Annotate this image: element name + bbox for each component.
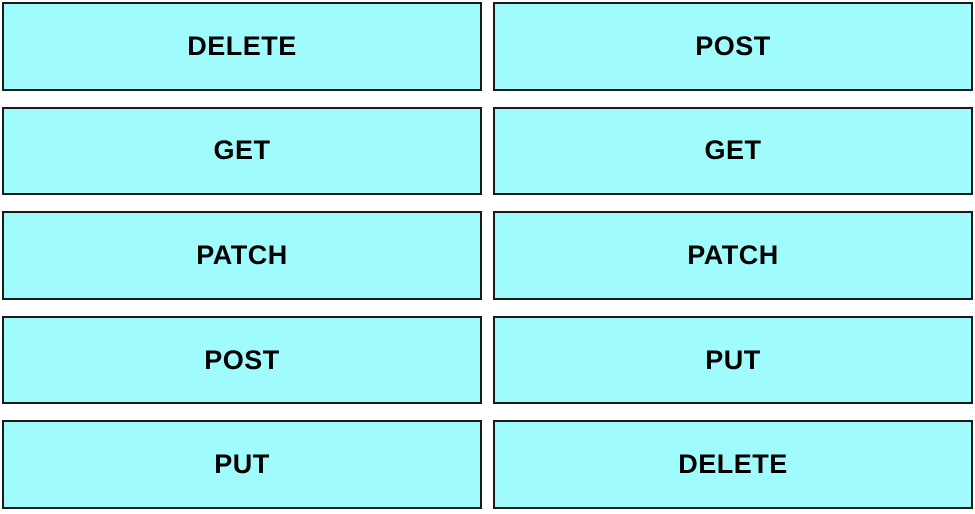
- method-tile-label: DELETE: [678, 449, 788, 480]
- method-tile-right-patch[interactable]: PATCH: [493, 211, 973, 300]
- method-tile-right-put[interactable]: PUT: [493, 315, 973, 405]
- method-tile-right-delete[interactable]: DELETE: [493, 420, 973, 509]
- method-tile-left-patch[interactable]: PATCH: [2, 211, 482, 300]
- method-tile-label: DELETE: [187, 30, 297, 61]
- method-tile-label: PATCH: [687, 239, 779, 270]
- method-tile-label: GET: [704, 135, 762, 166]
- method-tile-label: PUT: [705, 344, 761, 375]
- method-tile-left-get[interactable]: GET: [2, 106, 482, 196]
- method-tile-right-post[interactable]: POST: [493, 2, 973, 91]
- method-tile-label: GET: [213, 135, 271, 166]
- method-tile-label: POST: [204, 344, 280, 375]
- method-tile-label: PUT: [214, 449, 270, 480]
- method-tile-label: PATCH: [196, 239, 288, 270]
- method-tile-left-put[interactable]: PUT: [2, 420, 482, 509]
- method-tile-left-post[interactable]: POST: [2, 315, 482, 405]
- method-tile-label: POST: [695, 30, 771, 61]
- method-tile-left-delete[interactable]: DELETE: [2, 2, 482, 91]
- method-tile-right-get[interactable]: GET: [493, 106, 973, 196]
